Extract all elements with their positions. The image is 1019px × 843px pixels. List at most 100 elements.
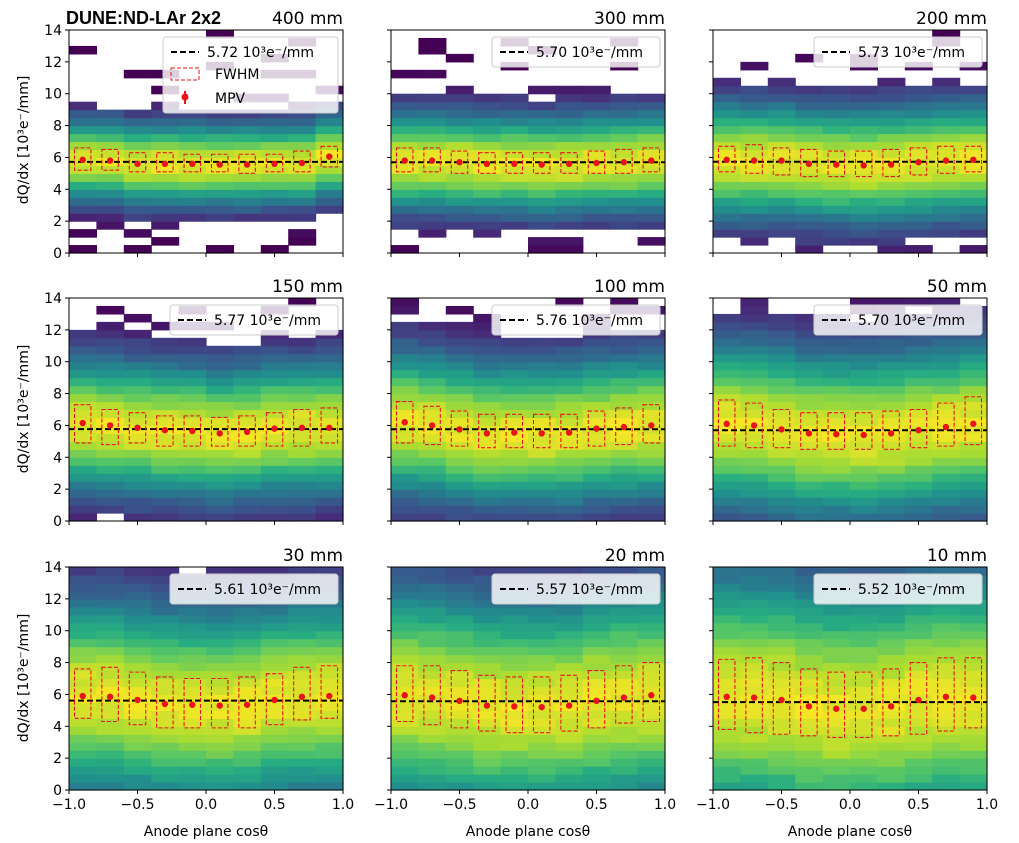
heatmap-cell (418, 774, 447, 783)
heatmap-cell (500, 417, 529, 427)
heatmap-cell (233, 449, 262, 458)
legend-fit-value: 5.57 10³e⁻/mm (536, 582, 643, 598)
heatmap-cell (69, 361, 97, 371)
heatmap-cell (959, 567, 988, 576)
heatmap-cell (877, 85, 906, 95)
heatmap-cell (610, 774, 639, 783)
heatmap-cell (473, 662, 502, 672)
legend-fit-value: 5.73 10³e⁻/mm (858, 45, 965, 61)
heatmap-cell (637, 465, 666, 474)
heatmap-cell (391, 173, 419, 182)
heatmap-cell (740, 329, 769, 339)
heatmap-cell (288, 630, 317, 640)
heatmap-cell (959, 173, 988, 182)
heatmap-cell (233, 505, 262, 514)
heatmap-cell (96, 441, 125, 450)
heatmap-cell (767, 369, 796, 379)
heatmap-cell (877, 337, 906, 347)
heatmap-cell (877, 221, 906, 230)
heatmap-cell (822, 465, 851, 474)
heatmap-cell (795, 109, 824, 119)
heatmap-cell (445, 718, 474, 727)
heatmap-cell (260, 417, 289, 427)
heatmap-cell (96, 305, 125, 315)
heatmap-cell (959, 441, 988, 450)
heatmap-cell (822, 489, 851, 498)
heatmap-cell (123, 393, 152, 403)
fwhm-box (615, 148, 633, 174)
heatmap-cell (123, 441, 152, 450)
heatmap-cell (288, 237, 317, 246)
heatmap-cell (610, 141, 639, 151)
heatmap-cell (96, 141, 125, 151)
heatmap-cell (123, 353, 152, 363)
heatmap-cell (315, 393, 344, 403)
y-tick-label: 0 (53, 514, 62, 530)
heatmap-cell (850, 694, 878, 703)
heatmap-cell (713, 353, 741, 363)
heatmap-cell (123, 567, 152, 576)
heatmap-cell (315, 758, 344, 767)
heatmap-cell (904, 630, 933, 640)
heatmap-cell (795, 465, 824, 474)
heatmap-cell (151, 133, 180, 143)
heatmap-cell (713, 149, 741, 159)
mpv-marker (970, 420, 977, 428)
heatmap-cell (528, 125, 556, 135)
heatmap-cell (528, 654, 556, 664)
mpv-marker (216, 430, 223, 437)
heatmap-cell (500, 213, 529, 222)
heatmap-cell (288, 606, 317, 616)
heatmap-cell (151, 670, 180, 680)
heatmap-cell (233, 473, 262, 482)
heatmap-cell (713, 345, 741, 355)
heatmap-cell (123, 189, 152, 198)
heatmap-cell (610, 189, 639, 198)
heatmap-cell (637, 489, 666, 498)
panel-1: 300 mm5.70 10³e⁻/mm (387, 9, 666, 257)
fwhm-box (964, 145, 983, 173)
heatmap-cell (582, 85, 611, 95)
heatmap-cell (795, 205, 824, 214)
fwhm-box (800, 412, 818, 450)
heatmap-cell (610, 742, 639, 751)
heatmap-cell (500, 734, 529, 743)
heatmap-cell (932, 165, 961, 174)
heatmap-cell (445, 173, 474, 182)
heatmap-cell (877, 662, 906, 672)
heatmap-cell (822, 678, 851, 688)
heatmap-cell (233, 654, 262, 664)
heatmap-cell (637, 694, 666, 703)
heatmap-cell (260, 489, 289, 498)
heatmap-cell (932, 353, 961, 363)
heatmap-cell (795, 646, 824, 656)
heatmap-cell (178, 606, 207, 616)
heatmap-cell (767, 337, 796, 347)
heatmap-cell (932, 742, 961, 751)
heatmap-cell (932, 718, 961, 727)
heatmap-cell (96, 385, 125, 395)
heatmap-cell (500, 662, 529, 672)
heatmap-cell (822, 750, 851, 759)
heatmap-cell (500, 457, 529, 466)
heatmap-cell (637, 101, 666, 111)
heatmap-cell (233, 361, 262, 371)
fwhm-box (882, 410, 900, 450)
heatmap-cell (767, 117, 796, 127)
heatmap-cell (795, 165, 824, 174)
heatmap-cell (123, 361, 152, 371)
mpv-marker (648, 422, 655, 429)
panel-title: 20 mm (605, 546, 665, 566)
fwhm-box (238, 153, 256, 174)
heatmap-cell (260, 449, 289, 458)
heatmap-cell (932, 117, 961, 127)
heatmap-cell (637, 606, 666, 616)
heatmap-cell (178, 205, 207, 214)
heatmap-cell (260, 782, 289, 791)
legend: 5.52 10³e⁻/mm (813, 573, 983, 605)
heatmap-cell (610, 766, 639, 775)
heatmap-cell (582, 149, 611, 159)
heatmap-cell (582, 686, 611, 696)
fwhm-box (587, 150, 606, 174)
mpv-marker (326, 153, 333, 160)
